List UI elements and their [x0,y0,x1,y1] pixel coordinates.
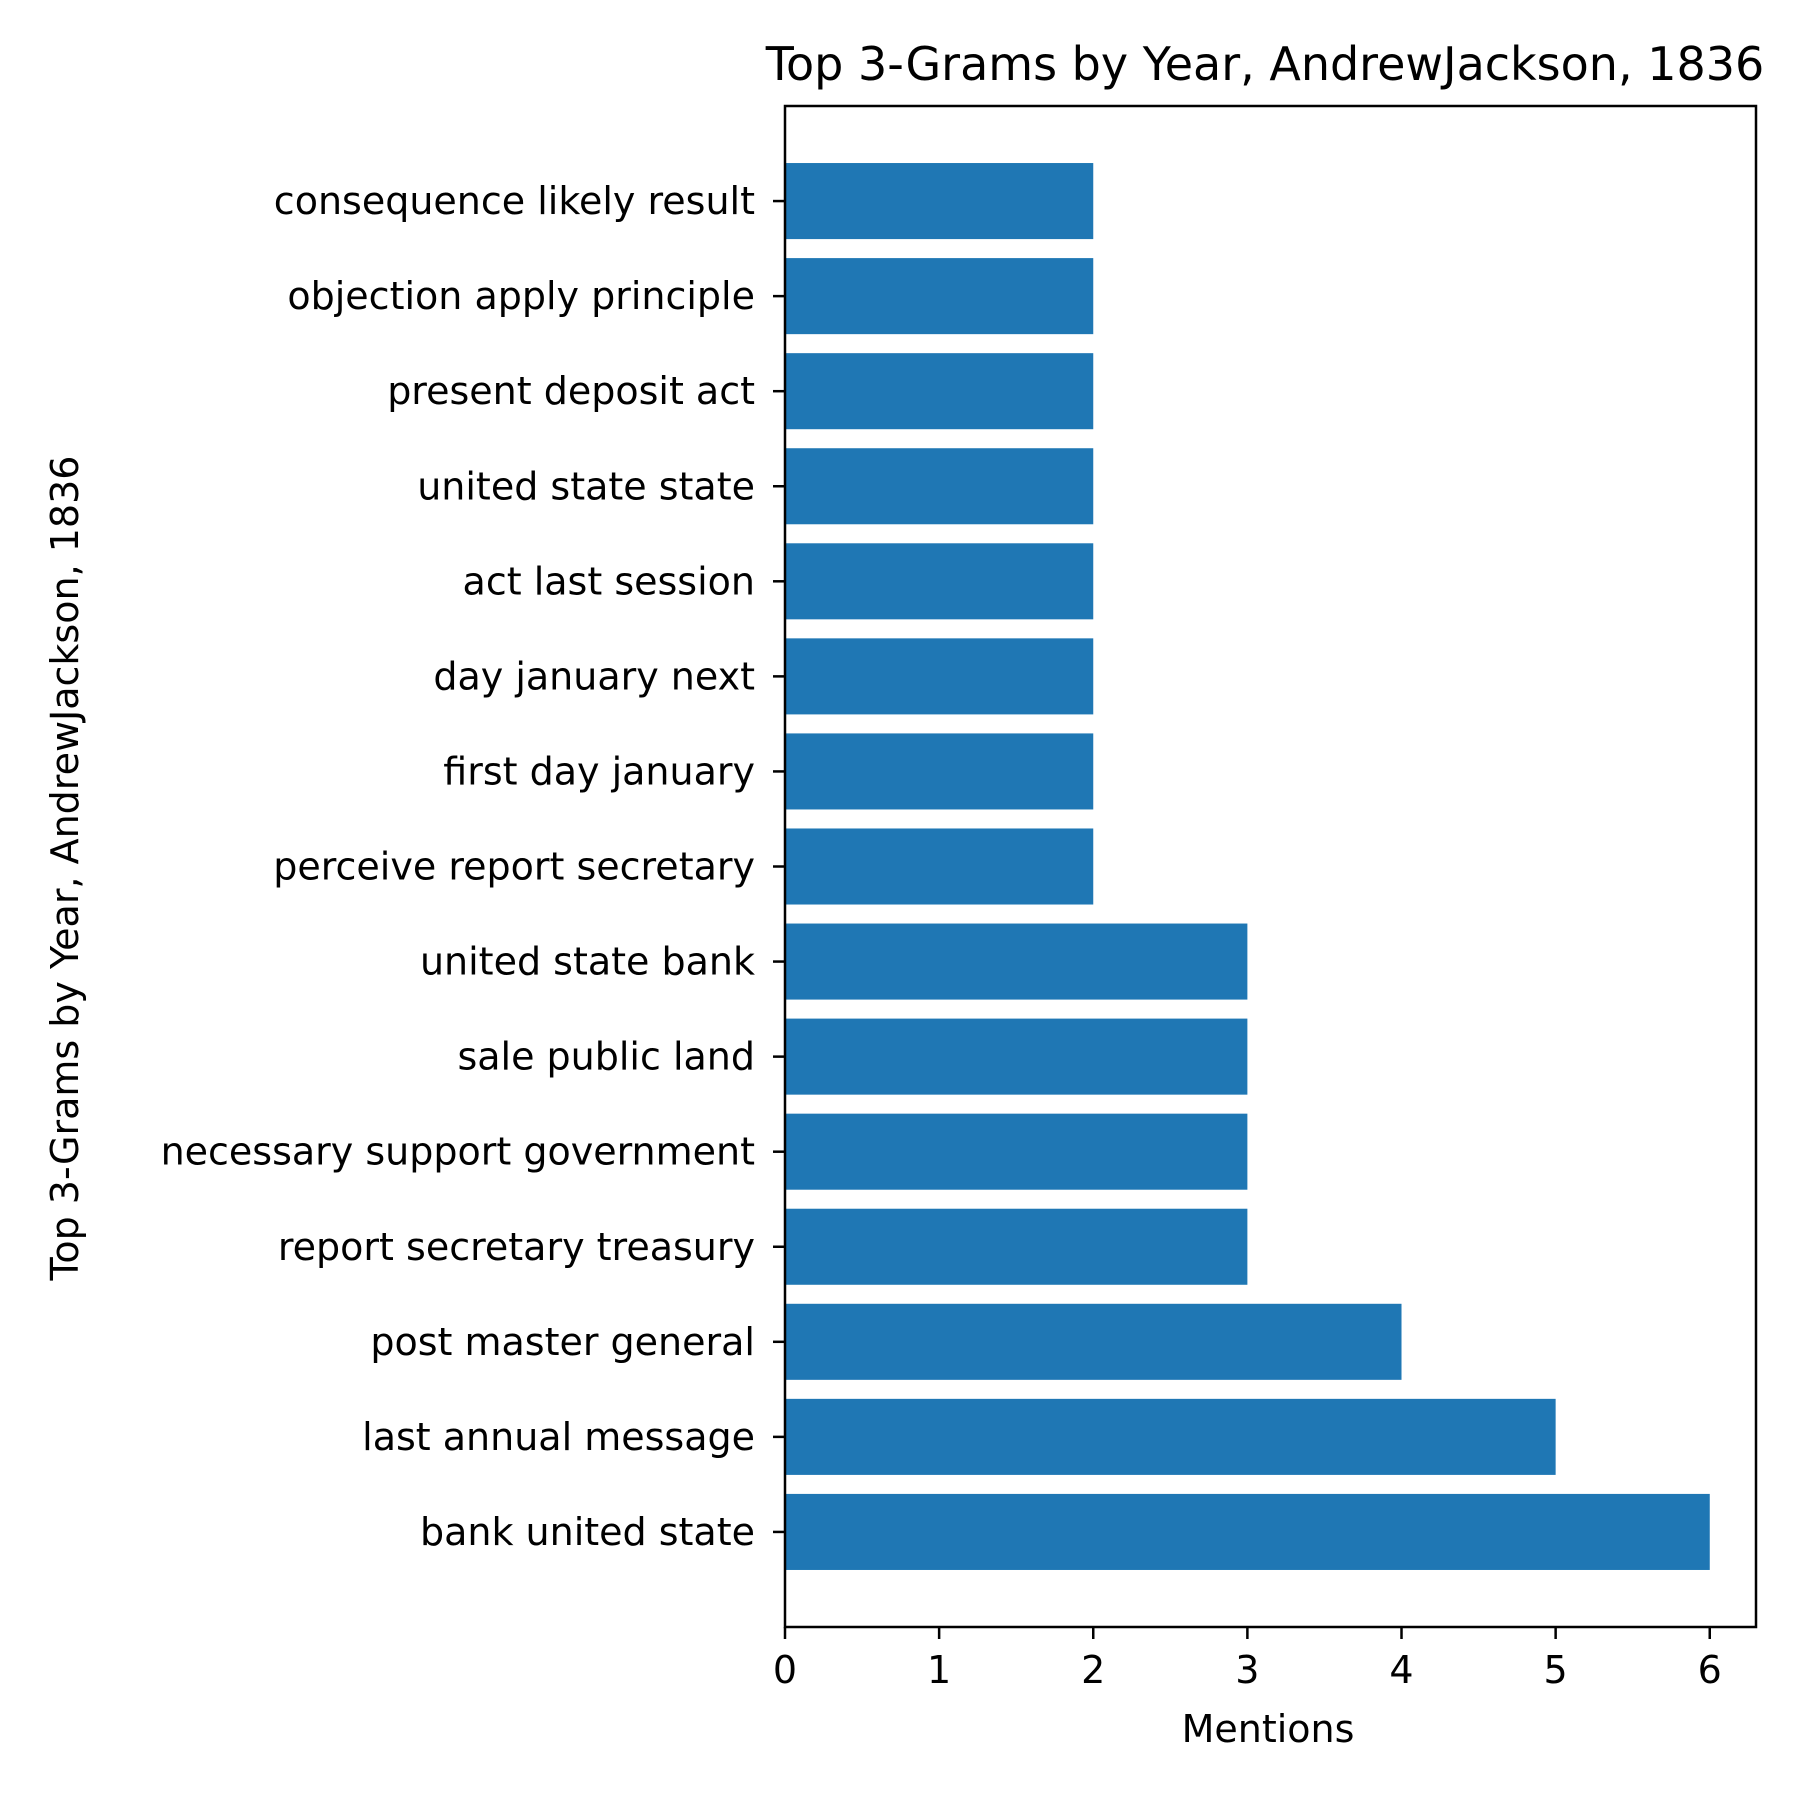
bar-13 [785,258,1094,335]
y-tick-label-14: consequence likely result [274,179,755,223]
bar-0 [785,1493,1710,1570]
y-axis-label: Top 3-Grams by Year, AndrewJackson, 1836 [43,456,87,1282]
bar-9 [785,638,1094,715]
x-tick-label-6: 6 [1698,1648,1722,1692]
bar-7 [785,828,1094,905]
bar-3 [785,1208,1248,1285]
plot-frame [783,104,1758,1629]
y-tick-label-12: present deposit act [387,369,755,413]
bar-2 [785,1303,1402,1380]
x-tick-label-4: 4 [1389,1648,1413,1692]
y-tick-label-0: bank united state [420,1510,755,1554]
y-tick-label-3: report secretary treasury [278,1225,755,1269]
y-tick-label-10: act last session [463,559,755,603]
bar-8 [785,733,1094,810]
y-tick-label-8: first day january [443,749,755,793]
y-tick-label-9: day january next [433,654,755,698]
bar-12 [785,353,1094,430]
y-tick-label-7: perceive report secretary [273,845,755,889]
bar-11 [785,448,1094,525]
y-tick-label-1: last annual message [362,1415,755,1459]
x-tick-label-2: 2 [1081,1648,1105,1692]
y-tick-label-2: post master general [370,1320,755,1364]
y-tick-label-5: sale public land [457,1035,755,1079]
y-axis-ticks: bank united state last annual message post… [161,179,785,1554]
bar-10 [785,543,1094,620]
bar-6 [785,923,1248,1000]
y-tick-label-6: united state bank [420,940,755,984]
y-tick-label-4: necessary support government [161,1130,755,1174]
bar-5 [785,1018,1248,1095]
x-axis-label: Mentions [1182,1707,1355,1751]
bar-4 [785,1113,1248,1190]
y-tick-label-11: united state state [417,464,755,508]
chart-title: Top 3-Grams by Year, AndrewJackson, 1836 [765,37,1765,91]
x-tick-label-3: 3 [1235,1648,1259,1692]
y-tick-label-13: objection apply principle [287,274,755,318]
x-axis-ticks: 0 1 2 3 4 5 6 [773,1627,1722,1692]
bars-group [785,163,1710,1570]
bar-1 [785,1398,1556,1475]
x-tick-label-1: 1 [927,1648,951,1692]
bar-14 [785,163,1094,240]
x-tick-label-5: 5 [1544,1648,1568,1692]
x-tick-label-0: 0 [773,1648,797,1692]
